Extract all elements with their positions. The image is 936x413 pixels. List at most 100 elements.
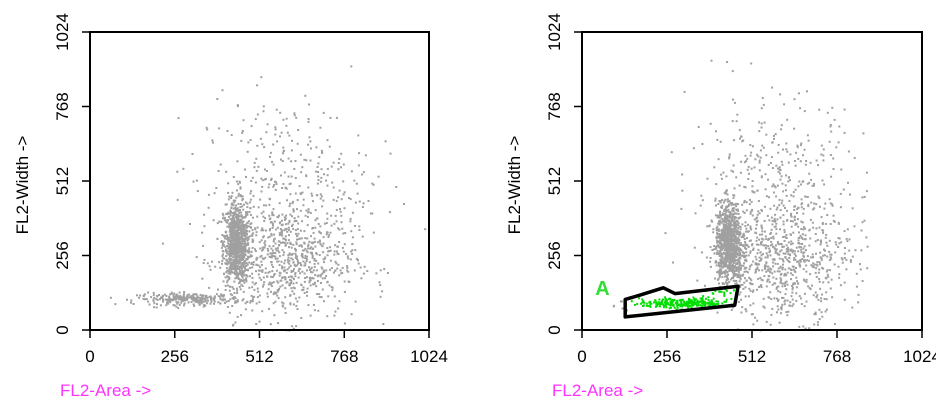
scatter-point <box>285 271 288 274</box>
scatter-point <box>238 256 241 259</box>
scatter-point <box>320 266 323 269</box>
scatter-point <box>748 172 750 175</box>
scatter-point <box>722 239 725 242</box>
scatter-point <box>236 215 239 218</box>
scatter-point <box>747 271 749 274</box>
scatter-point <box>298 185 301 188</box>
gated-point <box>645 304 648 307</box>
scatter-point <box>279 221 282 224</box>
scatter-point <box>232 265 235 268</box>
scatter-point <box>174 297 177 300</box>
scatter-point <box>697 126 700 128</box>
scatter-point <box>280 279 283 282</box>
scatter-point <box>229 272 232 275</box>
scatter-point <box>730 247 733 250</box>
x-tick-label: 256 <box>653 347 681 366</box>
scatter-point <box>721 272 723 275</box>
scatter-point <box>235 260 238 263</box>
scatter-point <box>236 232 239 234</box>
scatter-point <box>230 239 233 242</box>
scatter-point <box>234 301 237 304</box>
scatter-point <box>813 183 816 185</box>
scatter-point <box>739 226 742 229</box>
scatter-point <box>694 212 697 215</box>
scatter-point <box>227 216 230 218</box>
scatter-point <box>755 223 758 226</box>
x-tick-label: 512 <box>245 347 273 366</box>
scatter-point <box>761 230 764 233</box>
scatter-point <box>232 271 235 274</box>
scatter-point <box>114 303 117 306</box>
gated-point <box>670 306 672 309</box>
scatter-point <box>246 263 249 266</box>
scatter-point <box>323 222 326 225</box>
scatter-point <box>294 177 297 179</box>
scatter-point <box>296 308 299 310</box>
scatter-point <box>311 200 314 203</box>
scatter-point <box>724 207 727 210</box>
scatter-point <box>732 209 735 212</box>
scatter-point <box>791 305 794 308</box>
scatter-point <box>198 303 201 306</box>
scatter-point <box>231 286 234 289</box>
scatter-point <box>795 292 798 295</box>
scatter-point <box>745 209 748 212</box>
scatter-point <box>320 232 322 235</box>
scatter-point <box>318 254 321 256</box>
scatter-point <box>236 289 239 292</box>
scatter-point <box>734 220 736 223</box>
scatter-point <box>231 202 233 205</box>
scatter-point <box>170 291 173 294</box>
scatter-point <box>233 211 236 214</box>
gated-point <box>660 300 663 303</box>
scatter-point <box>272 240 275 243</box>
scatter-point <box>249 201 252 204</box>
scatter-point <box>723 235 726 238</box>
scatter-point <box>276 280 279 283</box>
scatter-point <box>130 299 133 302</box>
scatter-point <box>293 168 296 170</box>
scatter-point <box>738 293 741 296</box>
scatter-point <box>785 311 788 314</box>
scatter-point <box>256 287 259 290</box>
scatter-point <box>293 114 296 117</box>
gated-point <box>636 303 639 305</box>
scatter-point <box>326 139 329 142</box>
scatter-point <box>239 248 242 251</box>
scatter-point <box>284 244 287 247</box>
scatter-point <box>768 251 771 254</box>
scatter-point <box>822 231 824 234</box>
scatter-point <box>142 294 145 297</box>
scatter-point <box>246 258 249 260</box>
scatter-point <box>225 271 228 274</box>
scatter-point <box>781 285 784 288</box>
scatter-point <box>790 243 793 246</box>
scatter-point <box>790 240 793 243</box>
scatter-point <box>820 311 823 314</box>
scatter-point <box>828 239 831 242</box>
scatter-point <box>769 254 772 257</box>
scatter-point <box>255 257 258 260</box>
scatter-point <box>764 256 767 259</box>
scatter-point <box>337 307 340 310</box>
scatter-point <box>779 216 782 219</box>
scatter-point <box>248 286 251 289</box>
scatter-point <box>210 299 213 302</box>
scatter-point <box>336 267 339 270</box>
scatter-point <box>837 246 840 248</box>
scatter-point <box>211 139 214 142</box>
scatter-point <box>300 254 303 257</box>
scatter-point <box>760 107 763 110</box>
scatter-point <box>289 243 292 245</box>
scatter-point <box>303 158 306 161</box>
scatter-point <box>378 281 381 284</box>
scatter-point <box>184 298 187 301</box>
gate-polygon[interactable] <box>623 284 740 319</box>
scatter-point <box>743 211 746 214</box>
scatter-point <box>342 180 345 183</box>
scatter-point <box>731 229 733 231</box>
scatter-point <box>338 274 341 277</box>
scatter-point <box>721 259 723 262</box>
scatter-point <box>181 297 183 300</box>
scatter-point <box>301 249 304 252</box>
